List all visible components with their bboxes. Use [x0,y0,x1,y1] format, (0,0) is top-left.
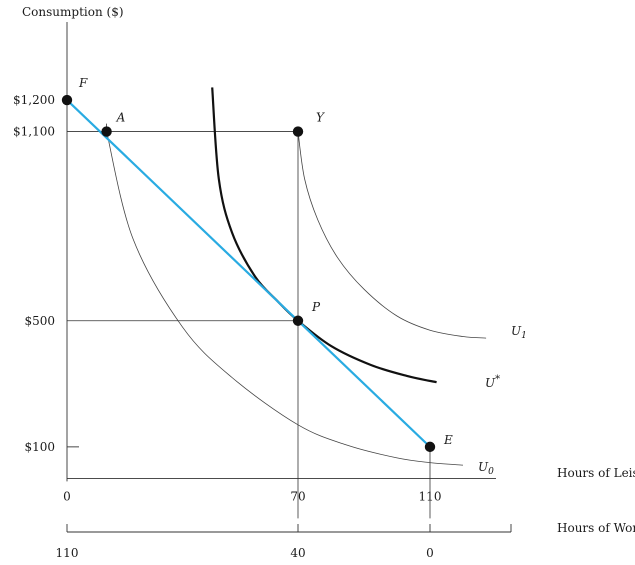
work-tick-label: 0 [426,546,434,560]
point-y [292,126,304,137]
budget-line [66,99,431,448]
point-f [61,94,73,106]
point-p [292,315,304,326]
y-tick-label: $1,200 [13,93,55,107]
work-axis-title: Hours of Work [557,521,635,535]
guide-lines-layer [67,123,431,519]
x-tick-label: 0 [63,489,71,503]
work-tick-label: 110 [56,546,79,560]
points-layer: F A Y P E [61,76,453,453]
curve-label-u0: U0 [478,460,494,477]
point-label-a: A [116,111,126,125]
indifference-curve-u0 [106,131,464,466]
point-a [101,126,112,137]
indifference-curve-u1 [297,131,487,339]
svg-text:Hours of Work: Hours of Work [557,521,635,535]
y-tick-label: $100 [24,440,55,454]
x-axis-title: Hours of Leisure [557,466,635,480]
point-label-p: P [311,300,321,314]
point-e [424,441,436,453]
svg-text:Hours of Leisure: Hours of Leisure [557,466,635,480]
y-tick-label: $1,100 [13,125,55,139]
point-label-f: F [78,76,88,90]
curve-label-ustar: U* [485,374,500,390]
indifference-curves-layer [106,87,487,466]
point-label-y: Y [316,111,325,125]
point-label-e: E [443,433,453,447]
curve-label-u1: U1 [511,324,527,341]
x-axis-title-line-1: Hours of Leisure [557,466,635,480]
budget-line-layer [66,99,431,448]
work-axis-title-line-1: Hours of Work [557,521,635,535]
y-tick-label: $500 [24,314,55,328]
y-axis-title: Consumption ($) [22,5,124,19]
work-tick-label: 40 [290,546,305,560]
